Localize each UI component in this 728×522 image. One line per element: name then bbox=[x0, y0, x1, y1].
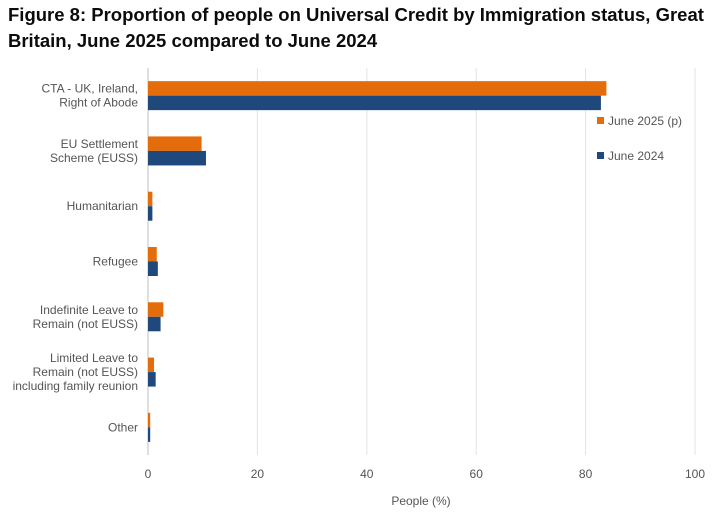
bar-june-2024-1 bbox=[148, 150, 206, 166]
bar-june-2024-6 bbox=[148, 427, 151, 442]
category-label: Other bbox=[108, 420, 138, 434]
x-tick-label: 20 bbox=[251, 467, 265, 481]
bar-june-2025-1 bbox=[148, 136, 202, 151]
x-tick-label: 100 bbox=[685, 467, 705, 481]
category-labels: CTA - UK, Ireland, Right of Abode EU Settl… bbox=[13, 82, 139, 435]
bar-june-2025-5 bbox=[148, 357, 155, 373]
category-label: Refugee bbox=[93, 255, 139, 269]
legend-entry: June 2025 (p) bbox=[608, 114, 682, 128]
bar-june-2025-2 bbox=[148, 191, 153, 207]
legend-swatch bbox=[597, 117, 604, 124]
bars bbox=[148, 81, 607, 442]
x-axis-title: People (%) bbox=[391, 494, 450, 508]
bar-june-2024-5 bbox=[148, 372, 156, 387]
category-label: CTA - UK, Ireland, Right of Abode bbox=[42, 82, 139, 110]
x-tick-labels: 0 20 40 60 80 100 bbox=[145, 467, 706, 481]
legend-swatch bbox=[597, 152, 604, 159]
bar-june-2024-4 bbox=[148, 316, 161, 332]
legend-entry: June 2024 bbox=[608, 149, 664, 163]
bar-june-2024-3 bbox=[148, 261, 158, 276]
bar-june-2025-3 bbox=[148, 247, 157, 262]
bar-june-2025-6 bbox=[148, 412, 151, 428]
category-label: EU Settlement Scheme (EUSS) bbox=[50, 137, 139, 165]
category-label: Indefinite Leave to Remain (not EUSS) bbox=[33, 303, 139, 331]
x-tick-label: 0 bbox=[145, 467, 152, 481]
bar-june-2025-4 bbox=[148, 302, 164, 317]
legend: June 2025 (p) June 2024 bbox=[597, 114, 682, 163]
chart-title: Figure 8: Proportion of people on Univer… bbox=[8, 4, 704, 51]
bar-june-2024-2 bbox=[148, 206, 153, 221]
x-tick-label: 60 bbox=[470, 467, 484, 481]
x-tick-label: 80 bbox=[579, 467, 593, 481]
bar-june-2024-0 bbox=[148, 95, 601, 111]
category-label: Humanitarian bbox=[67, 199, 138, 213]
x-tick-label: 40 bbox=[360, 467, 374, 481]
category-label: Limited Leave to Remain (not EUSS) includi… bbox=[13, 351, 139, 393]
bar-june-2025-0 bbox=[148, 81, 607, 96]
